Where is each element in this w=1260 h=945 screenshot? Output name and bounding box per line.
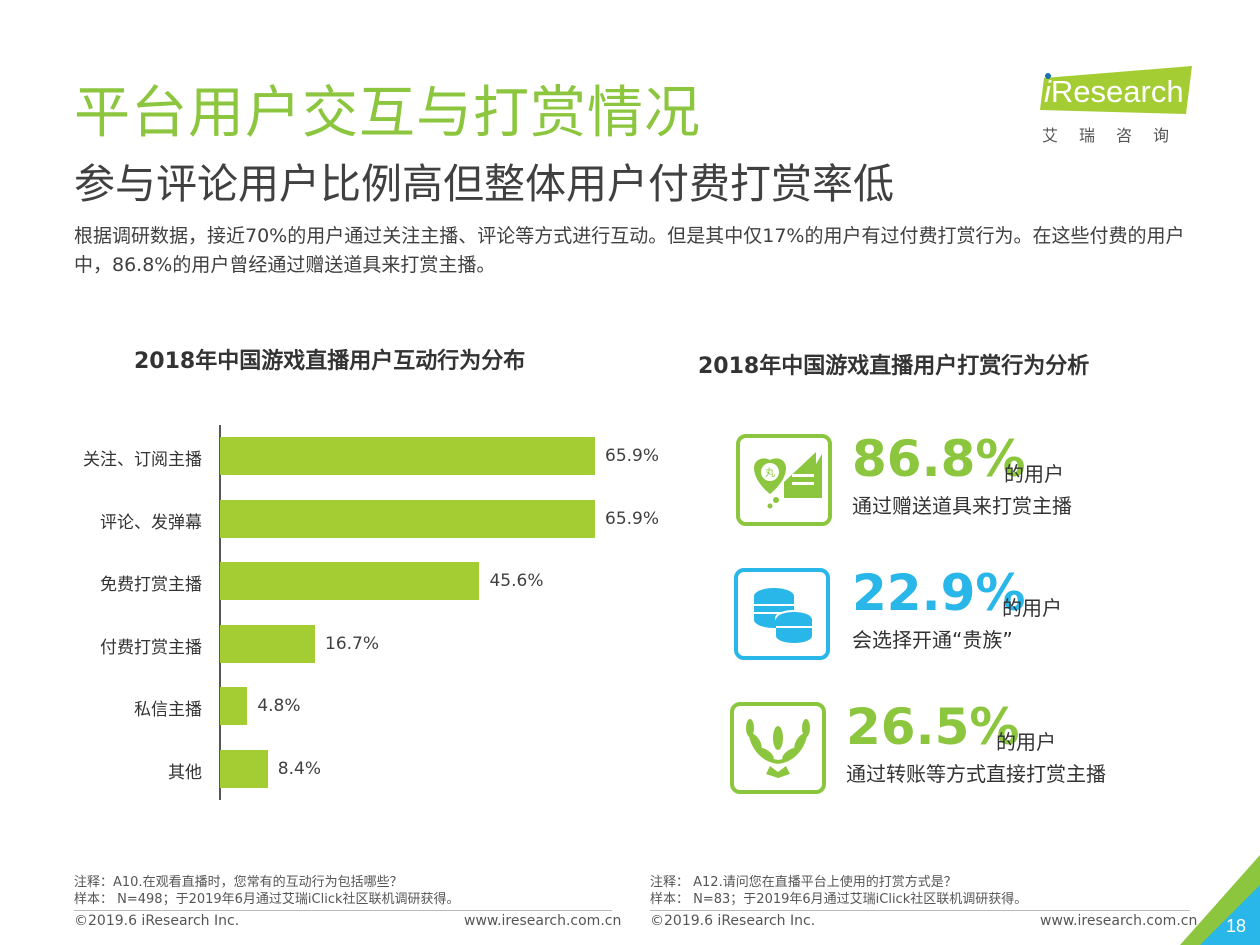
- page-title: 平台用户交互与打赏情况: [74, 81, 701, 146]
- bar: [220, 437, 595, 475]
- logo-band-shape: [1040, 66, 1192, 114]
- stat-noble-desc: 会选择开通“贵族”: [852, 628, 1013, 652]
- bar-value-label: 65.9%: [605, 508, 660, 529]
- intro-paragraph: 根据调研数据，接近70%的用户通过关注主播、评论等方式进行互动。但是其中仅17%…: [74, 225, 1185, 276]
- stat-noble-unit: 的用户: [1002, 596, 1062, 620]
- bar-value-label: 16.7%: [325, 633, 380, 654]
- iresearch-logo: iResearch 艾瑞咨询: [1036, 64, 1196, 145]
- footer-divider-left: [74, 910, 612, 911]
- bar-chart-axis: [219, 425, 221, 800]
- bar-row: 其他 8.4%: [60, 749, 660, 788]
- bar-category-label: 评论、发弹幕: [100, 512, 202, 533]
- right-note: 注释： A12.请问您在直播平台上使用的打赏方式是？ 样本： N=83；于201…: [650, 874, 1027, 908]
- bar-category-label: 关注、订阅主播: [83, 450, 202, 470]
- stat-transfer-desc: 通过转账等方式直接打赏主播: [846, 762, 1106, 786]
- page-subtitle: 参与评论用户比例高但整体用户付费打赏率低: [74, 160, 894, 208]
- stat-gift-unit: 的用户: [1004, 462, 1064, 486]
- left-note-question: 注释：A10.在观看直播时，您常有的互动行为包括哪些？: [74, 875, 403, 890]
- stat-transfer-percent: 26.5%: [846, 698, 1020, 756]
- bar-value-label: 4.8%: [257, 696, 301, 716]
- stat-gift-desc: 通过赠送道具来打赏主播: [852, 494, 1072, 518]
- bar: [220, 749, 268, 788]
- footer-divider-right: [650, 910, 1190, 911]
- stat-gift: 丸 86.8% 的用户 通过赠送道具来打赏主播: [736, 430, 1256, 534]
- bar-row: 免费打赏主播 45.6%: [60, 562, 660, 600]
- logo-dot: [1045, 73, 1051, 79]
- right-note-sample: 样本： N=83；于2019年6月通过艾瑞iClick社区联机调研获得。: [650, 892, 1028, 907]
- bar-category-label: 私信主播: [134, 700, 202, 720]
- stat-noble-percent: 22.9%: [852, 564, 1026, 622]
- svg-text:丸: 丸: [765, 466, 775, 479]
- right-note-question: 注释： A12.请问您在直播平台上使用的打赏方式是？: [650, 875, 957, 890]
- bar-row: 付费打赏主播 16.7%: [60, 624, 660, 663]
- stat-gift-percent: 86.8%: [852, 430, 1026, 488]
- bar-value-label: 8.4%: [277, 758, 321, 779]
- bar: [220, 624, 316, 663]
- bar-value-label: 45.6%: [489, 571, 544, 591]
- corner-decoration: [1180, 855, 1260, 945]
- stat-transfer: 26.5% 的用户 通过转账等方式直接打赏主播: [730, 698, 1250, 802]
- gift-coin-icon: 丸: [736, 434, 832, 526]
- laurel-wreath-icon: [730, 702, 826, 794]
- footer-copyright-right: ©2019.6 iResearch Inc.: [650, 913, 816, 929]
- bar-chart-title: 2018年中国游戏直播用户互动行为分布: [134, 349, 526, 374]
- footer-website-right[interactable]: www.iresearch.com.cn: [1040, 913, 1198, 929]
- bar-row: 评论、发弹幕 65.9%: [60, 499, 660, 538]
- bar-category-label: 免费打赏主播: [100, 575, 202, 595]
- logo-text: iResearch: [1044, 74, 1184, 109]
- reward-analysis-title: 2018年中国游戏直播用户打赏行为分析: [698, 354, 1090, 379]
- logo-wordmark: Research: [1050, 74, 1184, 109]
- footer-copyright-left: ©2019.6 iResearch Inc.: [74, 913, 240, 929]
- page-number: 18: [1225, 916, 1246, 936]
- bar-row: 关注、订阅主播 65.9%: [60, 437, 660, 475]
- bar-category-label: 付费打赏主播: [100, 637, 202, 658]
- interaction-bar-chart: 关注、订阅主播 65.9% 评论、发弹幕 65.9% 免费打赏主播 45.6% 付费打赏主播…: [60, 420, 660, 810]
- logo-chinese-name: 艾瑞咨询: [1042, 126, 1191, 145]
- bar-row: 私信主播 4.8%: [60, 687, 660, 725]
- bar-category-label: 其他: [168, 762, 202, 783]
- stat-noble: 22.9% 的用户 会选择开通“贵族”: [734, 564, 1254, 668]
- coin-stack-icon: [734, 568, 830, 660]
- bar-value-label: 65.9%: [605, 446, 660, 466]
- bar: [220, 687, 248, 725]
- bar: [220, 499, 595, 538]
- footer-website-left[interactable]: www.iresearch.com.cn: [464, 913, 622, 929]
- stat-transfer-unit: 的用户: [996, 730, 1056, 754]
- left-note-sample: 样本： N=498；于2019年6月通过艾瑞iClick社区联机调研获得。: [74, 892, 460, 907]
- bar: [220, 562, 480, 600]
- left-note: 注释：A10.在观看直播时，您常有的互动行为包括哪些？ 样本： N=498；于2…: [74, 874, 460, 908]
